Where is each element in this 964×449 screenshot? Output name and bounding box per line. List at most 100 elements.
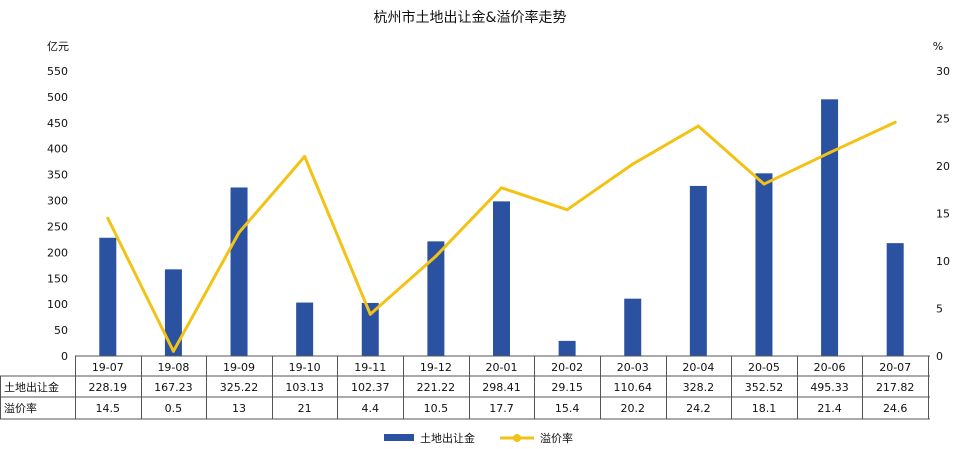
bar <box>624 298 642 356</box>
right-tick-label: 0 <box>936 350 943 363</box>
table-cell: 15.4 <box>555 402 580 415</box>
table-cell: 21 <box>298 402 312 415</box>
left-tick-label: 200 <box>47 246 68 259</box>
table-cell: 4.4 <box>362 402 380 415</box>
x-tick-label: 19-09 <box>223 361 255 374</box>
table-cell: 20.2 <box>620 402 645 415</box>
table-cell: 18.1 <box>752 402 777 415</box>
left-tick-label: 0 <box>61 350 68 363</box>
bar <box>493 201 510 356</box>
data-table: 19-07 19-08 19-09 19-10 19-11 19-12 20-01 20-02… <box>0 355 930 420</box>
left-tick-label: 400 <box>47 143 68 156</box>
legend-swatch-bar <box>384 434 414 441</box>
table-cell: 325.22 <box>220 381 259 394</box>
line-point <box>106 216 110 220</box>
x-tick-label: 20-04 <box>682 361 714 374</box>
legend-label: 土地出让金 <box>420 431 475 445</box>
line-point <box>762 182 766 186</box>
x-tick-label: 20-05 <box>748 361 780 374</box>
table-cell: 17.7 <box>489 402 514 415</box>
table-cell: 495.33 <box>810 381 849 394</box>
right-tick-label: 25 <box>936 113 950 126</box>
left-axis: 0 50 100 150 200 250 300 350 400 450 500 550 <box>47 65 68 363</box>
table-cell: 110.64 <box>613 381 652 394</box>
bar <box>99 237 117 356</box>
table-cell: 217.82 <box>876 381 915 394</box>
left-tick-label: 550 <box>47 65 68 78</box>
table-cell: 29.15 <box>551 381 583 394</box>
x-tick-label: 19-08 <box>157 361 189 374</box>
table-cell: 328.2 <box>683 381 715 394</box>
table-cell: 0.5 <box>165 402 183 415</box>
x-tick-label: 19-10 <box>289 361 321 374</box>
line-point <box>171 349 175 353</box>
bar <box>755 173 773 356</box>
line-point <box>237 231 241 234</box>
line-point <box>828 151 832 155</box>
legend-marker <box>513 434 521 442</box>
chart-title: 杭州市土地出让金&溢价率走势 <box>374 9 567 26</box>
bar <box>427 241 445 356</box>
table-row-header: 土地出让金 <box>4 380 59 394</box>
bar <box>230 187 248 356</box>
table-cell: 228.19 <box>89 381 128 394</box>
bar-series <box>99 99 904 356</box>
table-cell: 352.52 <box>745 381 784 394</box>
bar <box>164 269 182 356</box>
line-point <box>893 120 897 124</box>
table-cell: 298.41 <box>482 381 521 394</box>
table-cell: 24.6 <box>883 402 908 415</box>
x-tick-label: 19-07 <box>92 361 124 374</box>
right-axis: 0 5 10 15 20 25 30 <box>936 65 950 363</box>
bar <box>689 185 707 356</box>
left-tick-label: 250 <box>47 220 68 233</box>
line-series <box>106 120 897 353</box>
legend-label: 溢价率 <box>540 431 573 445</box>
x-tick-label: 20-03 <box>617 361 649 374</box>
right-axis-unit: % <box>933 40 943 53</box>
bar <box>821 99 839 356</box>
table-cell: 103.13 <box>285 381 324 394</box>
bar <box>361 302 379 356</box>
bar <box>296 302 314 356</box>
x-tick-label: 20-07 <box>879 361 911 374</box>
x-tick-label: 19-12 <box>420 361 452 374</box>
right-tick-label: 30 <box>936 65 950 78</box>
bar <box>886 243 904 356</box>
table-cell: 24.2 <box>686 402 711 415</box>
table-cell: 167.23 <box>154 381 193 394</box>
left-tick-label: 50 <box>54 324 68 337</box>
x-tick-label: 19-11 <box>354 361 386 374</box>
table-cell: 102.37 <box>351 381 390 394</box>
line-point <box>565 208 569 212</box>
x-tick-label: 20-06 <box>814 361 846 374</box>
right-tick-label: 5 <box>936 303 943 316</box>
left-tick-label: 450 <box>47 117 68 130</box>
table-cell: 14.5 <box>96 402 121 415</box>
line-point <box>500 186 503 190</box>
table-cell: 10.5 <box>424 402 449 415</box>
left-tick-label: 150 <box>47 272 68 285</box>
table-row-header: 溢价率 <box>4 401 37 415</box>
table-cell: 21.4 <box>817 402 842 415</box>
left-tick-label: 300 <box>47 195 68 208</box>
left-tick-label: 500 <box>47 91 68 104</box>
right-tick-label: 10 <box>936 255 950 268</box>
line-point <box>631 162 635 166</box>
x-tick-label: 20-02 <box>551 361 583 374</box>
line-point <box>368 312 372 316</box>
legend: 土地出让金 溢价率 <box>384 431 573 445</box>
line-point <box>696 124 700 128</box>
bar <box>558 340 576 356</box>
left-tick-label: 350 <box>47 169 68 182</box>
line-point <box>303 155 307 158</box>
table-cell: 13 <box>232 402 246 415</box>
left-tick-label: 100 <box>47 298 68 311</box>
table-cell: 221.22 <box>417 381 456 394</box>
x-tick-label: 20-01 <box>486 361 518 374</box>
right-tick-label: 20 <box>936 160 950 173</box>
left-axis-unit: 亿元 <box>47 40 69 53</box>
line-point <box>434 254 438 258</box>
right-tick-label: 15 <box>936 208 950 221</box>
